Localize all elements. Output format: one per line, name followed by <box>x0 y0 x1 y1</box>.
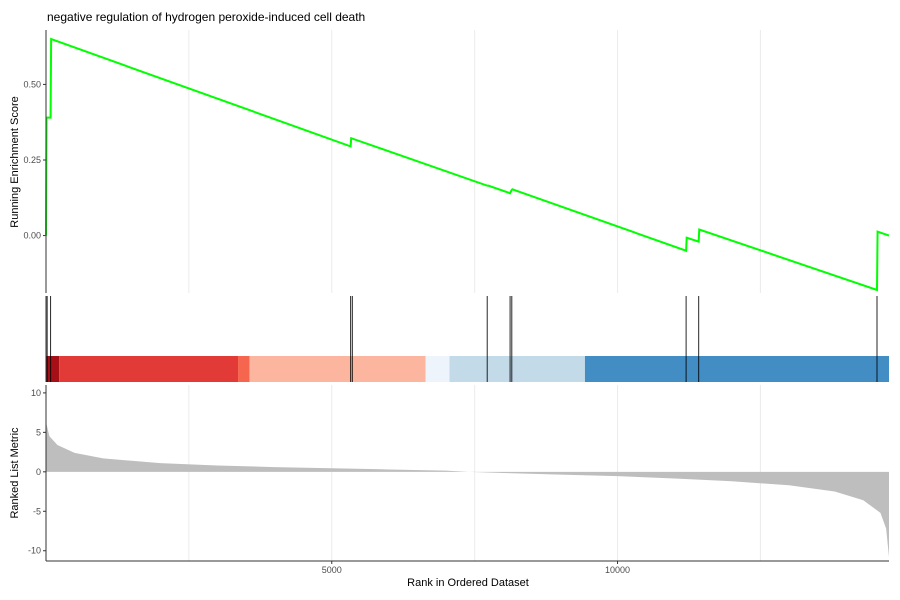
color-band <box>249 356 426 382</box>
color-band <box>238 356 250 382</box>
es-y-axis-label: Running Enrichment Score <box>9 96 21 227</box>
es-y-tick-label: 0.50 <box>23 79 41 89</box>
rank-y-tick-label: 0 <box>36 467 41 477</box>
rank-y-tick-label: 5 <box>36 427 41 437</box>
ranked-list-panel: 10 5 0 -5 -10 5000 10000 Ranked List Metric R… <box>9 385 889 589</box>
color-band <box>584 356 889 382</box>
color-band <box>449 356 585 382</box>
enrichment-score-line <box>45 37 890 292</box>
es-y-tick-label: 0.25 <box>23 155 41 165</box>
rank-y-tick-label: -5 <box>33 506 41 516</box>
chart-title: negative regulation of hydrogen peroxide… <box>47 10 365 24</box>
gene-hits-panel <box>45 296 889 382</box>
color-band <box>425 356 450 382</box>
x-tick-label: 10000 <box>605 565 630 575</box>
running-enrichment-panel: 0.00 0.25 0.50 Running Enrichment Score <box>9 30 890 293</box>
es-y-tick-label: 0.00 <box>23 231 41 241</box>
grid <box>188 30 761 561</box>
x-axis-label: Rank in Ordered Dataset <box>407 577 529 589</box>
ranked-list-area <box>46 422 889 558</box>
color-band <box>46 356 60 382</box>
rank-y-tick-label: 10 <box>31 388 41 398</box>
rank-y-axis-label: Ranked List Metric <box>9 427 21 519</box>
color-band <box>59 356 239 382</box>
rank-y-tick-label: -10 <box>28 546 41 556</box>
x-tick-label: 5000 <box>322 565 342 575</box>
